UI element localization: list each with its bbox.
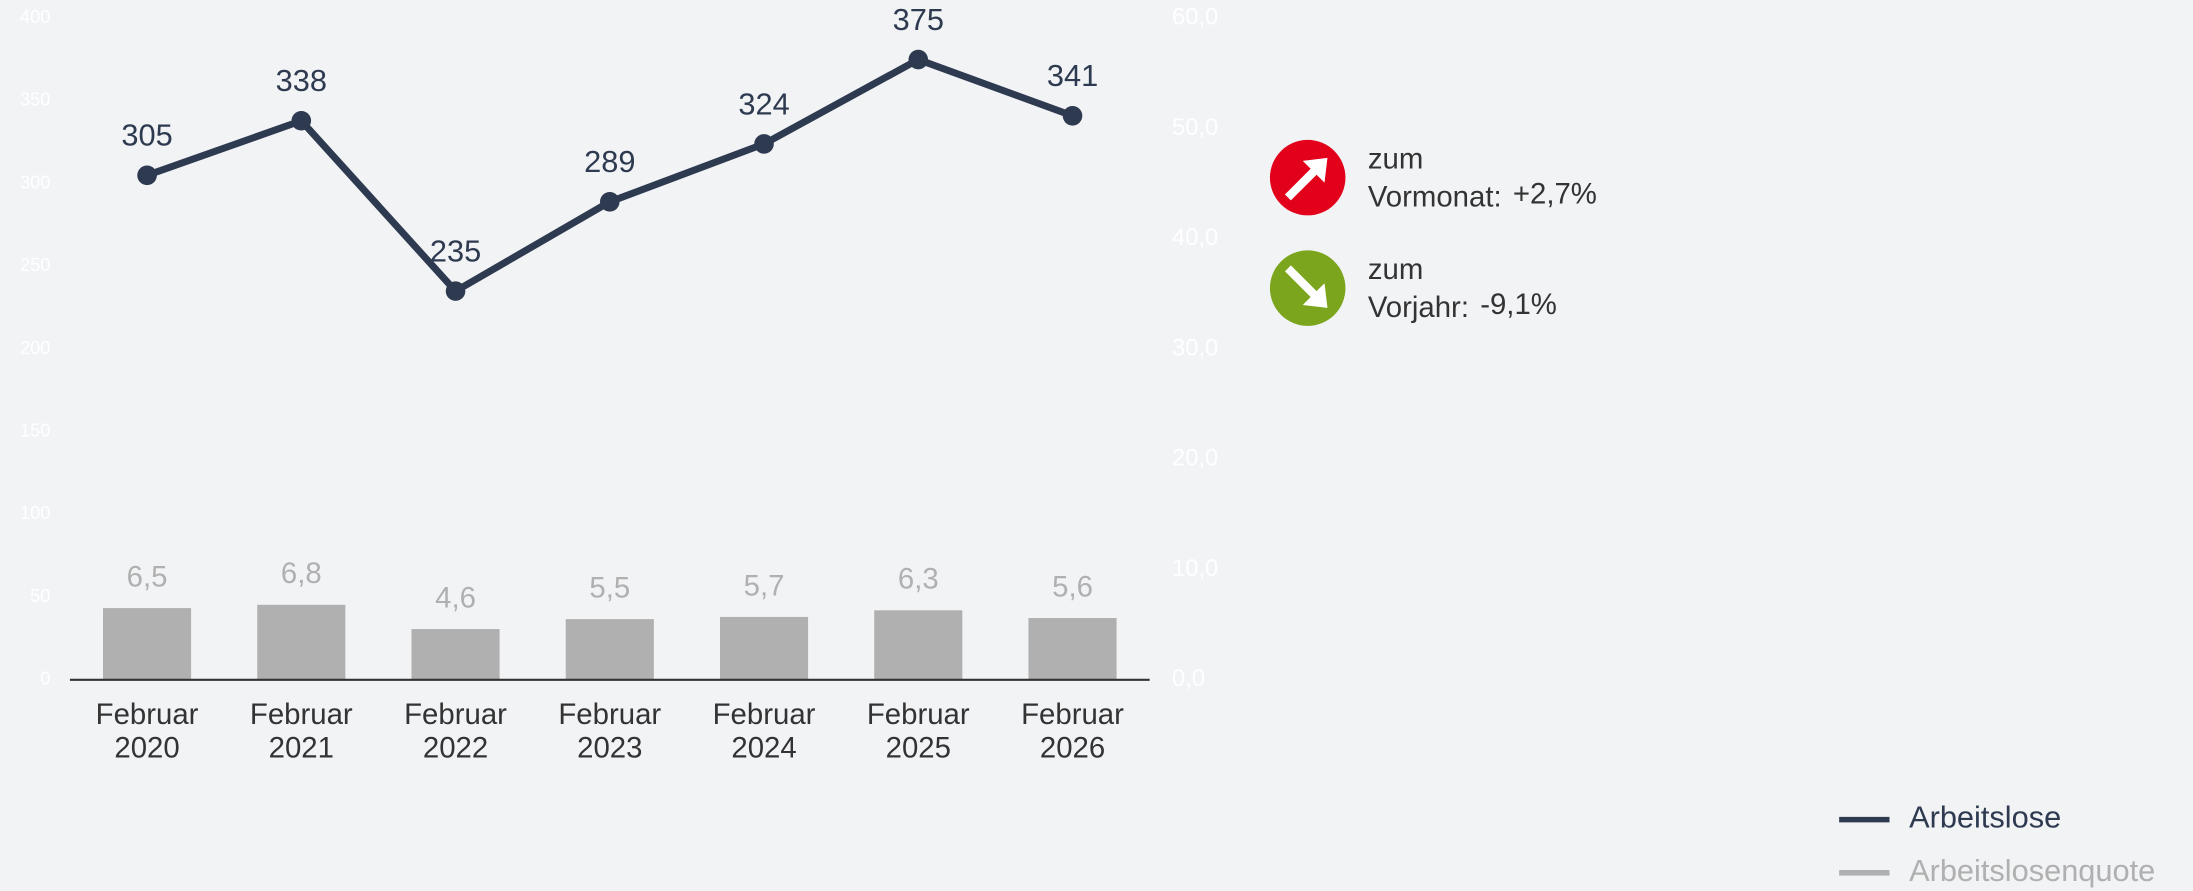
x-tick-label: Februar 2021 <box>250 698 353 765</box>
line-point <box>1062 106 1083 126</box>
x-tick-label: Februar 2025 <box>867 698 970 765</box>
y-tick-label: 100 <box>20 503 50 523</box>
x-tick-label: Februar 2026 <box>1021 698 1124 765</box>
bar-value-label: 5,7 <box>744 569 785 602</box>
bar <box>257 604 346 680</box>
line-value-label: 289 <box>584 144 635 179</box>
bar <box>102 608 192 680</box>
indicator-arrow <box>1284 265 1328 308</box>
line-value-label: 324 <box>738 86 789 121</box>
indicator-value: -9,1% <box>1480 288 1557 321</box>
line-point <box>599 192 620 212</box>
indicator-label: Vorjahr: <box>1368 291 1469 324</box>
y-tick-label: 400 <box>20 7 50 27</box>
bar-value-label: 5,6 <box>1052 570 1093 603</box>
y2-tick-label: 20,0 <box>1172 445 1218 472</box>
indicator-label: zum <box>1368 143 1423 176</box>
y-tick-label: 350 <box>20 90 50 110</box>
indicator-label: Vormonat: <box>1368 180 1502 213</box>
arrow-shape <box>1284 265 1328 308</box>
y2-tick-label: 0,0 <box>1172 665 1205 692</box>
line-value-label: 338 <box>276 63 327 98</box>
x-tick-label: Februar 2024 <box>713 698 816 765</box>
indicator-value: +2,7% <box>1513 178 1597 211</box>
y-tick-label: 150 <box>20 420 50 440</box>
y-tick-label: 200 <box>20 338 50 358</box>
line-value-label: 375 <box>893 2 944 37</box>
y2-tick-label: 60,0 <box>1172 4 1218 31</box>
x-tick-label: Februar 2020 <box>96 698 199 765</box>
line-point <box>445 281 466 301</box>
y2-tick-label: 50,0 <box>1172 114 1218 141</box>
bar <box>411 629 500 680</box>
line-value-label: 235 <box>430 233 481 268</box>
bar-value-label: 4,6 <box>435 581 476 614</box>
bar <box>1028 618 1117 680</box>
line-point <box>908 49 929 70</box>
x-tick-label: Februar 2023 <box>558 698 661 765</box>
legend-label: Arbeitslose <box>1909 800 2061 835</box>
y-tick-label: 250 <box>20 255 50 275</box>
y-tick-label: 0 <box>40 669 50 689</box>
line-point <box>754 134 774 154</box>
legend-label: Arbeitslosenquote <box>1909 853 2155 888</box>
line-value-label: 305 <box>121 118 172 153</box>
bar <box>565 619 654 680</box>
y-tick-label: 300 <box>20 172 50 192</box>
line-point <box>137 165 157 186</box>
x-tick-label: Februar 2022 <box>404 698 507 765</box>
bar-value-label: 6,8 <box>281 557 322 590</box>
bar-value-label: 6,5 <box>127 560 168 593</box>
line-value-label: 341 <box>1047 58 1098 93</box>
bar-value-label: 5,5 <box>589 572 630 605</box>
line-point <box>291 110 312 131</box>
bar-value-label: 6,3 <box>898 563 939 596</box>
y2-tick-label: 40,0 <box>1172 224 1218 251</box>
bar <box>874 610 963 680</box>
y-tick-label: 50 <box>30 586 50 606</box>
indicator-arrow <box>1284 157 1328 201</box>
arrow-shape <box>1284 157 1328 201</box>
indicator-label: zum <box>1368 253 1423 286</box>
y2-tick-label: 10,0 <box>1172 555 1218 582</box>
bar <box>719 616 809 680</box>
y2-tick-label: 30,0 <box>1172 334 1218 361</box>
